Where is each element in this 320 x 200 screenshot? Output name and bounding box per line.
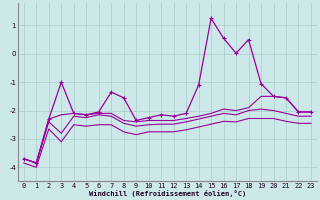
X-axis label: Windchill (Refroidissement éolien,°C): Windchill (Refroidissement éolien,°C) bbox=[89, 190, 246, 197]
